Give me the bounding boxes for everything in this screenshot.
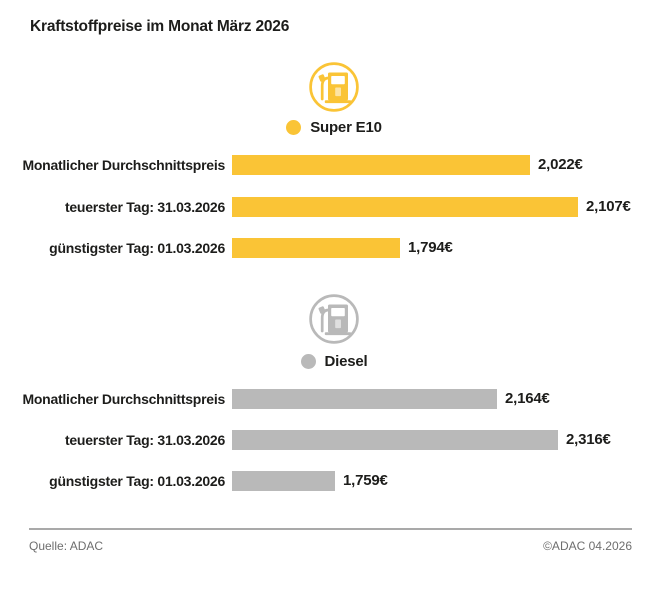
copyright-note: ©ADAC 04.2026 xyxy=(543,539,632,553)
value-label: 1,794€ xyxy=(408,239,453,256)
legend-label-diesel: Diesel xyxy=(324,353,368,370)
bar-diesel-max-day xyxy=(232,430,558,450)
category-label: günstigster Tag: 01.03.2026 xyxy=(49,240,225,256)
category-label: teuerster Tag: 31.03.2026 xyxy=(64,199,225,215)
page-title: Kraftstoffpreise im Monat März 2026 xyxy=(30,18,290,35)
legend-dot-diesel xyxy=(300,354,316,369)
value-label: 2,164€ xyxy=(505,390,550,407)
legend-diesel: Diesel xyxy=(0,353,668,370)
legend-dot-super-e10 xyxy=(286,120,302,135)
bar-row-super-max-day: teuerster Tag: 31.03.2026 2,107€ xyxy=(0,197,668,217)
bar-row-diesel-average: Monatlicher Durchschnittspreis 2,164€ xyxy=(0,389,668,409)
value-label: 2,107€ xyxy=(586,198,631,215)
category-label: günstigster Tag: 01.03.2026 xyxy=(49,473,225,489)
fuel-pump-icon xyxy=(0,293,668,345)
bar-row-super-average: Monatlicher Durchschnittspreis 2,022€ xyxy=(0,155,668,175)
footer-divider xyxy=(29,528,632,530)
category-label: teuerster Tag: 31.03.2026 xyxy=(64,432,225,448)
bar-diesel-min-day xyxy=(232,471,335,491)
category-label: Monatlicher Durchschnittspreis xyxy=(22,391,225,407)
legend-label-super-e10: Super E10 xyxy=(310,119,382,136)
bar-super-min-day xyxy=(232,238,400,258)
bar-row-diesel-max-day: teuerster Tag: 31.03.2026 2,316€ xyxy=(0,430,668,450)
bar-super-average xyxy=(232,155,530,175)
value-label: 2,022€ xyxy=(538,156,583,173)
category-label: Monatlicher Durchschnittspreis xyxy=(22,157,225,173)
value-label: 1,759€ xyxy=(343,472,388,489)
fuel-pump-icon xyxy=(0,61,668,113)
source-note: Quelle: ADAC xyxy=(29,539,104,553)
bar-super-max-day xyxy=(232,197,578,217)
bar-diesel-average xyxy=(232,389,497,409)
bar-row-diesel-min-day: günstigster Tag: 01.03.2026 1,759€ xyxy=(0,471,668,491)
legend-super-e10: Super E10 xyxy=(0,119,668,136)
value-label: 2,316€ xyxy=(566,431,611,448)
bar-row-super-min-day: günstigster Tag: 01.03.2026 1,794€ xyxy=(0,238,668,258)
